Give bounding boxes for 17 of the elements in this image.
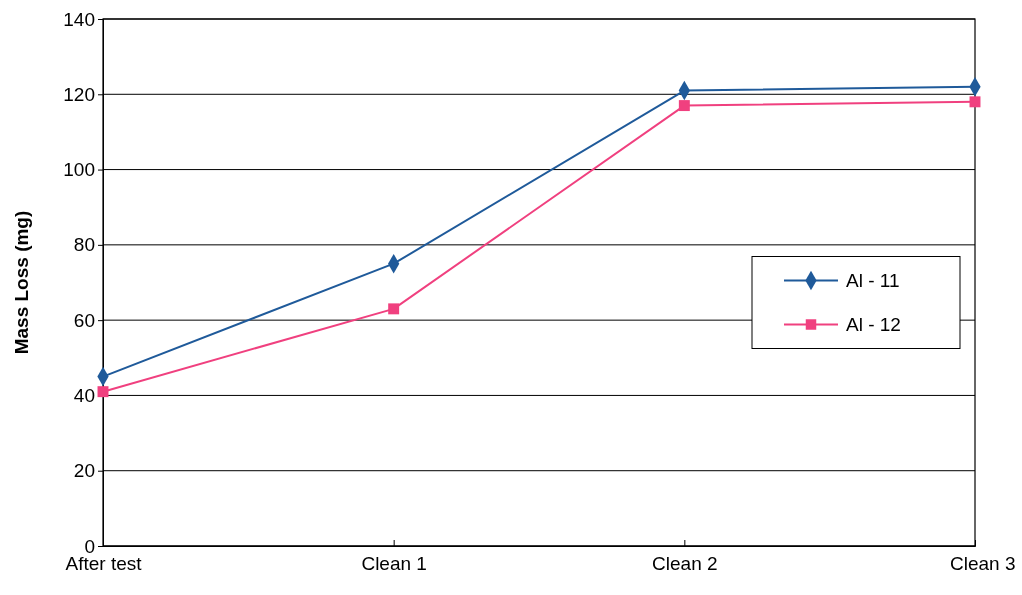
point bbox=[678, 100, 690, 112]
point bbox=[969, 96, 981, 108]
y-tick-label: 20 bbox=[73, 460, 95, 482]
y-tick-label: 100 bbox=[63, 159, 95, 181]
x-tick-label: Clean 1 bbox=[361, 552, 427, 574]
point bbox=[97, 386, 109, 398]
y-tick-label: 80 bbox=[73, 234, 95, 256]
y-tick-label: 140 bbox=[63, 8, 95, 30]
y-tick-label: 40 bbox=[73, 385, 95, 407]
x-tick-label: Clean 2 bbox=[652, 552, 718, 574]
y-axis-title: Mass Loss (mg) bbox=[11, 210, 32, 355]
legend-label: Al - 12 bbox=[846, 314, 901, 336]
point bbox=[388, 303, 400, 315]
legend-label: Al - 11 bbox=[846, 270, 900, 292]
y-tick-label: 60 bbox=[73, 309, 95, 331]
x-tick-label: Clean 3 bbox=[950, 552, 1016, 574]
y-tick-label: 120 bbox=[63, 83, 95, 105]
